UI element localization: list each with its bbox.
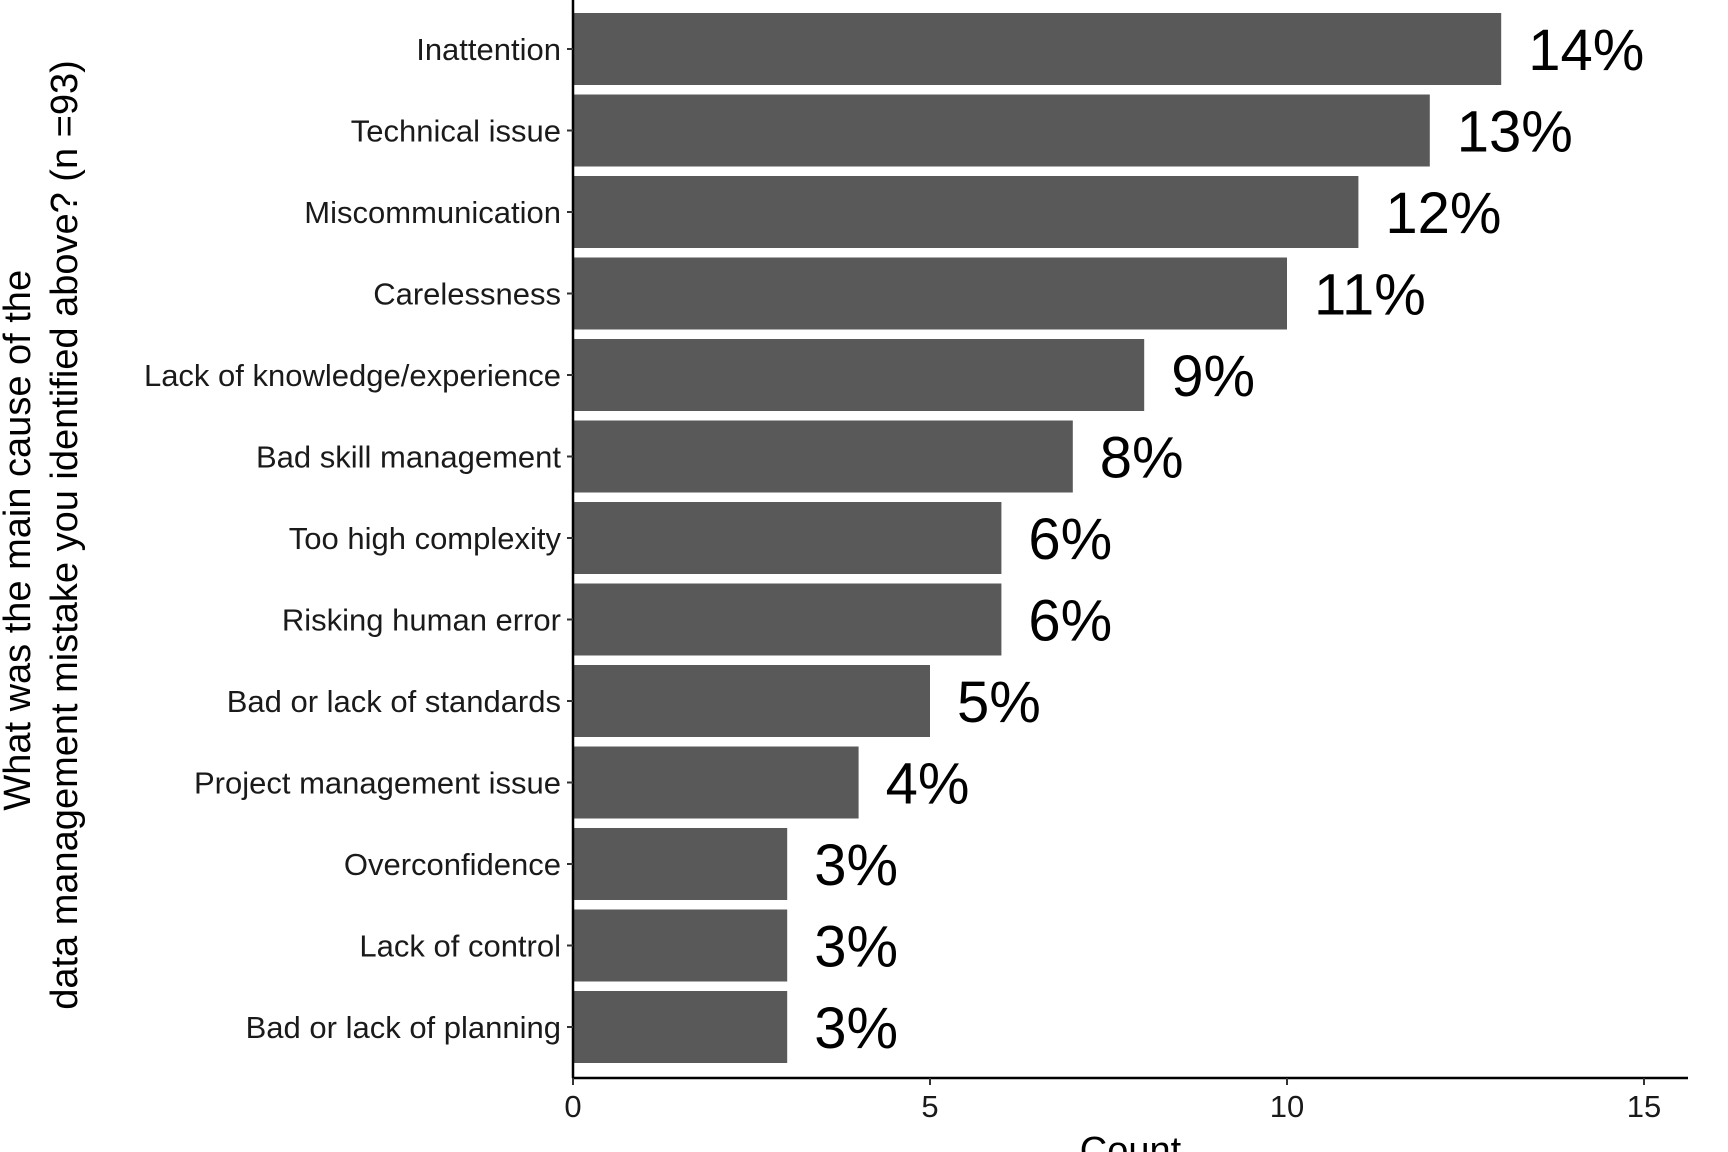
- data-label: 8%: [1100, 426, 1184, 491]
- data-label: 3%: [814, 915, 898, 980]
- bar: [574, 176, 1359, 248]
- x-axis-title: Count: [1080, 1130, 1182, 1152]
- bar: [574, 502, 1002, 574]
- y-tick-label: Risking human error: [282, 603, 561, 638]
- data-label: 9%: [1171, 344, 1255, 409]
- data-label: 13%: [1457, 100, 1573, 165]
- y-axis-title-line-2: data management mistake you identified a…: [44, 60, 86, 1010]
- data-label: 3%: [814, 996, 898, 1061]
- data-label: 14%: [1528, 18, 1644, 83]
- data-label: 6%: [1028, 589, 1112, 654]
- data-label: 5%: [957, 670, 1041, 735]
- data-label: 12%: [1385, 181, 1501, 246]
- bar: [574, 991, 788, 1063]
- x-tick-label: 0: [564, 1089, 581, 1124]
- data-label: 4%: [886, 752, 970, 817]
- x-tick-label: 15: [1627, 1089, 1661, 1124]
- y-axis-title: What was the main cause of the data mana…: [0, 60, 86, 1010]
- bar: [574, 420, 1073, 493]
- x-tick-label: 10: [1270, 1089, 1304, 1124]
- data-label: 3%: [814, 833, 898, 898]
- data-labels-group: 14% 13% 12% 11% 9% 8% 6% 6% 5% 4% 3% 3% 3%: [814, 18, 1644, 1061]
- bar: [574, 909, 788, 982]
- y-tick-label: Carelessness: [373, 277, 561, 312]
- y-tick-label: Project management issue: [194, 766, 561, 801]
- x-axis: 0 5 10 15: [564, 1076, 1688, 1124]
- y-tick-label: Inattention: [416, 32, 561, 67]
- data-label: 11%: [1314, 263, 1426, 328]
- bar: [574, 339, 1145, 411]
- bar: [574, 583, 1002, 656]
- y-axis: Inattention Technical issue Miscommunicati…: [144, 0, 575, 1078]
- bar: [574, 828, 788, 900]
- data-label: 6%: [1028, 507, 1112, 572]
- bars-group: [574, 13, 1502, 1063]
- y-tick-label: Overconfidence: [344, 847, 561, 882]
- bar: [574, 665, 930, 737]
- y-axis-title-line-1: What was the main cause of the: [0, 270, 39, 811]
- y-tick-label: Too high complexity: [289, 521, 562, 556]
- bar: [574, 257, 1287, 330]
- y-tick-label: Lack of knowledge/experience: [144, 358, 561, 393]
- y-tick-label: Bad or lack of standards: [227, 684, 561, 719]
- bar: [574, 94, 1430, 167]
- x-tick-label: 5: [921, 1089, 938, 1124]
- y-tick-label: Technical issue: [351, 114, 561, 149]
- bar: [574, 746, 859, 819]
- bar: [574, 13, 1502, 85]
- y-tick-label: Bad skill management: [256, 440, 561, 475]
- y-tick-label: Lack of control: [359, 929, 561, 964]
- y-tick-label: Miscommunication: [304, 195, 561, 230]
- y-tick-label: Bad or lack of planning: [246, 1010, 561, 1045]
